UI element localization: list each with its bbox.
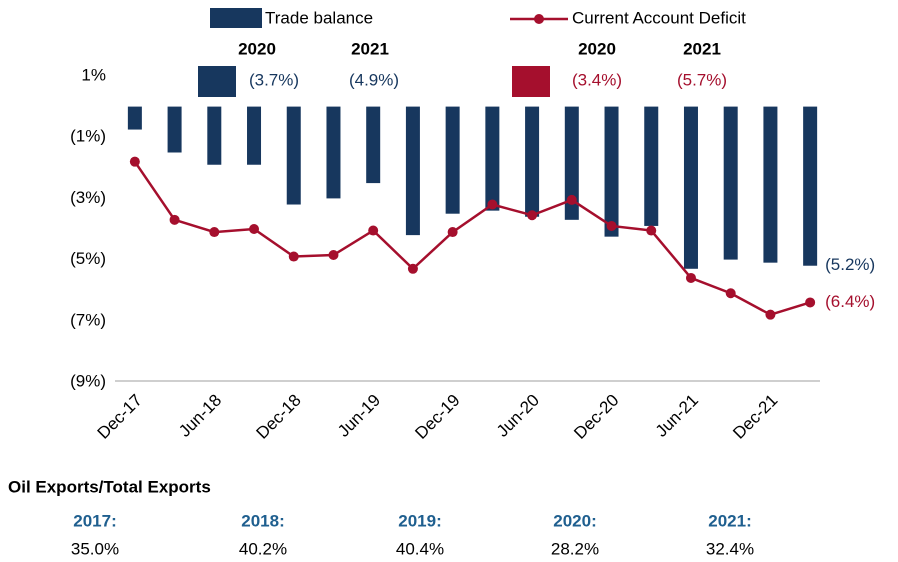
x-tick-label: Dec-21 [729, 391, 781, 443]
x-tick-label: Dec-20 [570, 391, 622, 443]
marker [527, 210, 538, 221]
oil-value: 35.0% [71, 539, 119, 558]
legend-swatch [210, 8, 262, 28]
oil-year: 2019: [398, 511, 441, 530]
x-tick-label: Dec-17 [94, 391, 146, 443]
annual-value: (3.4%) [572, 70, 622, 89]
x-tick-label: Jun-19 [334, 391, 384, 441]
value-label: (6.4%) [825, 292, 875, 311]
marker [805, 297, 816, 308]
annual-year: 2020 [238, 39, 276, 58]
marker [368, 225, 379, 236]
y-tick-label: (3%) [70, 188, 106, 207]
legend-swatch [534, 14, 544, 24]
bar [683, 106, 698, 269]
bar [405, 106, 420, 236]
bar [247, 106, 262, 165]
bar [644, 106, 659, 226]
oil-value: 40.4% [396, 539, 444, 558]
marker [646, 225, 657, 236]
marker [129, 156, 140, 167]
y-tick-label: (1%) [70, 127, 106, 146]
marker [765, 309, 776, 320]
annual-value: (3.7%) [249, 70, 299, 89]
oil-year: 2017: [73, 511, 116, 530]
x-tick-label: Jun-20 [493, 391, 543, 441]
bar [803, 106, 818, 266]
oil-value: 28.2% [551, 539, 599, 558]
oil-year: 2020: [553, 511, 596, 530]
marker [328, 250, 339, 261]
annual-swatch [198, 66, 236, 97]
value-label: (5.2%) [825, 255, 875, 274]
legend-label: Trade balance [265, 8, 373, 27]
bar [286, 106, 301, 205]
bar [723, 106, 738, 260]
annual-year: 2021 [683, 39, 721, 58]
annual-value: (4.9%) [349, 70, 399, 89]
annual-year: 2020 [578, 39, 616, 58]
y-tick-label: 1% [81, 65, 106, 84]
oil-year: 2018: [241, 511, 284, 530]
y-tick-label: (9%) [70, 371, 106, 390]
bar [445, 106, 460, 214]
oil-title: Oil Exports/Total Exports [8, 477, 211, 496]
bar [326, 106, 341, 199]
marker [249, 224, 260, 234]
x-tick-label: Jun-18 [175, 391, 225, 441]
annual-value: (5.7%) [677, 70, 727, 89]
marker [725, 288, 736, 299]
bar [604, 106, 619, 237]
bar [366, 106, 381, 184]
bar [763, 106, 778, 263]
x-tick-label: Dec-19 [411, 391, 463, 443]
bar [525, 106, 540, 217]
oil-value: 32.4% [706, 539, 754, 558]
bar [167, 106, 182, 153]
bar [127, 106, 142, 130]
annual-swatch [512, 66, 550, 97]
marker [487, 199, 498, 210]
marker [169, 214, 180, 225]
bar [564, 106, 579, 220]
y-tick-label: (5%) [70, 249, 106, 268]
y-tick-label: (7%) [70, 310, 106, 329]
marker [606, 220, 617, 231]
oil-year: 2021: [708, 511, 751, 530]
bar [207, 106, 222, 165]
oil-value: 40.2% [239, 539, 287, 558]
bar [485, 106, 500, 211]
marker [566, 194, 577, 205]
marker [447, 227, 458, 238]
marker [407, 263, 418, 274]
line [133, 160, 811, 317]
x-tick-label: Jun-21 [652, 391, 702, 441]
marker [288, 251, 299, 262]
x-tick-label: Dec-18 [253, 391, 305, 443]
marker [209, 227, 220, 238]
annual-year: 2021 [351, 39, 389, 58]
marker [685, 272, 696, 283]
legend-label: Current Account Deficit [572, 8, 746, 27]
